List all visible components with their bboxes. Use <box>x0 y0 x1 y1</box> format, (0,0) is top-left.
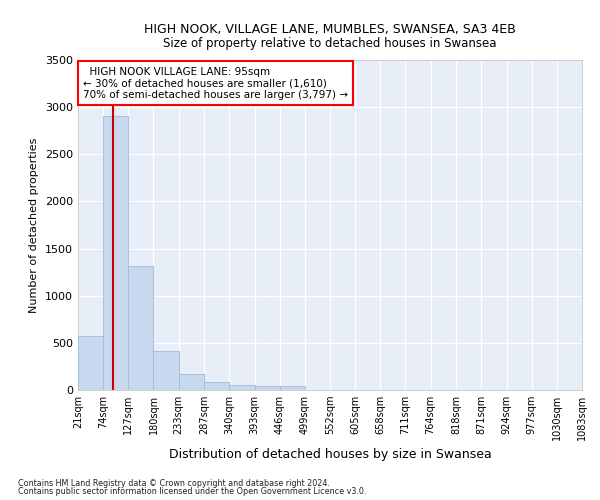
Bar <box>254 386 280 390</box>
Text: Contains HM Land Registry data © Crown copyright and database right 2024.: Contains HM Land Registry data © Crown c… <box>18 478 330 488</box>
Bar <box>229 385 254 390</box>
Text: HIGH NOOK, VILLAGE LANE, MUMBLES, SWANSEA, SA3 4EB: HIGH NOOK, VILLAGE LANE, MUMBLES, SWANSE… <box>144 22 516 36</box>
Text: Size of property relative to detached houses in Swansea: Size of property relative to detached ho… <box>163 38 497 51</box>
Bar <box>128 266 154 390</box>
Bar <box>179 374 204 390</box>
Bar <box>103 116 128 390</box>
Bar <box>280 386 305 390</box>
Text: HIGH NOOK VILLAGE LANE: 95sqm  
← 30% of detached houses are smaller (1,610)
70%: HIGH NOOK VILLAGE LANE: 95sqm ← 30% of d… <box>83 66 348 100</box>
Text: Contains public sector information licensed under the Open Government Licence v3: Contains public sector information licen… <box>18 487 367 496</box>
Bar <box>78 336 103 390</box>
Y-axis label: Number of detached properties: Number of detached properties <box>29 138 40 312</box>
Bar <box>154 352 179 390</box>
X-axis label: Distribution of detached houses by size in Swansea: Distribution of detached houses by size … <box>169 448 491 462</box>
Bar <box>204 382 229 390</box>
